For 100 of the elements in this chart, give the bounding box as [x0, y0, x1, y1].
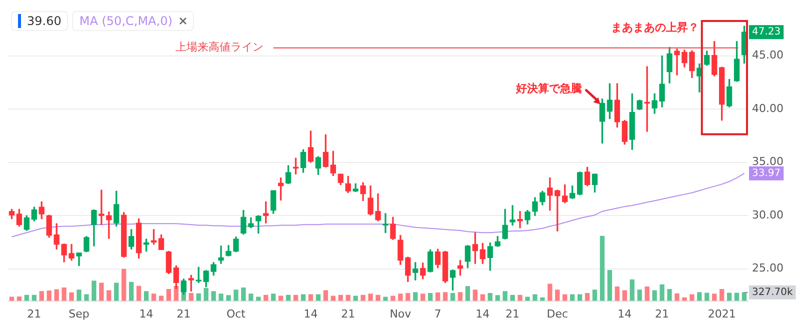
x-tick-label: 2021 — [708, 307, 736, 320]
bar — [555, 290, 560, 301]
bar — [390, 296, 396, 301]
y-tick-label: 25.00 — [752, 262, 784, 275]
bar — [196, 293, 201, 301]
y-tick-label: 35.00 — [752, 155, 784, 168]
bar — [46, 290, 52, 301]
bar — [54, 289, 59, 301]
x-tick-label: 21 — [506, 307, 520, 320]
bar — [540, 297, 545, 301]
bar — [592, 290, 598, 301]
bar — [674, 293, 680, 301]
bar — [92, 280, 96, 301]
bar — [211, 291, 216, 301]
bar — [413, 292, 418, 301]
x-tick-label: Sep — [68, 307, 90, 320]
bar — [622, 290, 627, 301]
bar — [726, 292, 732, 301]
bar — [607, 270, 612, 301]
bar — [136, 286, 142, 301]
annotation: まあまあの上昇？ — [610, 20, 699, 34]
bar — [293, 294, 298, 301]
bar — [32, 294, 36, 301]
bar — [502, 291, 508, 301]
bar — [69, 292, 74, 301]
bar — [264, 294, 268, 301]
annotation: 好決算で急騰 — [515, 82, 582, 96]
bar — [734, 292, 740, 301]
bar — [472, 290, 478, 301]
bar — [398, 294, 403, 301]
candlestick — [517, 211, 523, 228]
bar — [122, 268, 126, 301]
bar — [226, 295, 231, 301]
bar — [510, 294, 515, 301]
bar — [234, 290, 238, 301]
candlestick — [218, 246, 224, 264]
bar — [368, 294, 373, 301]
bar — [548, 284, 552, 301]
x-tick-label: Oct — [226, 307, 246, 320]
bar — [465, 286, 470, 301]
bar — [383, 296, 388, 301]
bar — [420, 294, 426, 301]
x-tick-label: 21 — [655, 307, 670, 320]
bar — [39, 291, 44, 301]
y-tick-label: 30.00 — [752, 208, 784, 222]
bar — [690, 294, 694, 301]
bar — [204, 288, 208, 301]
bar — [720, 288, 724, 301]
bar — [697, 292, 702, 301]
bar — [62, 287, 66, 301]
candlestick — [382, 213, 388, 233]
bar — [286, 294, 291, 301]
annotation: 33.97 — [752, 168, 781, 179]
bar — [600, 236, 605, 301]
bar — [248, 294, 254, 301]
bar — [188, 293, 194, 301]
bar — [346, 294, 350, 301]
x-tick-label: 14 — [139, 307, 154, 320]
ref-line-label: 上場来高値ライン — [175, 40, 264, 54]
text: MA (50,C,MA,0) — [79, 14, 172, 28]
bar — [144, 291, 149, 301]
bar — [151, 294, 156, 301]
bar — [435, 292, 440, 301]
y-tick-label: 40.00 — [752, 102, 784, 115]
x-tick-label: Dec — [546, 307, 568, 320]
bar — [712, 294, 717, 301]
bar — [458, 292, 463, 301]
y2-tick-label: 327.70k — [752, 286, 793, 298]
candlestick — [510, 205, 516, 226]
bar — [614, 286, 620, 301]
x-tick-label: Nov — [390, 307, 412, 320]
bar — [584, 293, 590, 301]
bar — [323, 290, 328, 301]
bar — [166, 288, 172, 301]
bar — [637, 290, 642, 301]
bar — [488, 293, 492, 301]
bar — [704, 292, 710, 301]
bar — [630, 279, 634, 301]
bar — [442, 292, 448, 301]
x-tick-label: 21 — [27, 307, 42, 320]
bar — [525, 296, 530, 301]
bar — [360, 294, 366, 301]
bar — [241, 287, 246, 301]
bar — [667, 288, 672, 301]
y-tick-label: 45.00 — [752, 48, 784, 62]
bar — [218, 294, 224, 301]
bar — [353, 296, 358, 301]
x-tick-label: 7 — [434, 307, 442, 320]
bar — [99, 282, 104, 301]
bar — [376, 294, 380, 301]
annotation: 39.60 — [27, 14, 62, 28]
x-tick-label: 21 — [176, 307, 191, 320]
x-tick-label: 21 — [341, 307, 356, 320]
annotation: 47.23 — [752, 26, 781, 38]
bar — [518, 294, 522, 301]
x-tick-label: 14 — [618, 307, 632, 320]
bar — [271, 294, 276, 301]
bar — [24, 294, 30, 301]
bar — [450, 293, 456, 301]
bar — [76, 290, 82, 301]
